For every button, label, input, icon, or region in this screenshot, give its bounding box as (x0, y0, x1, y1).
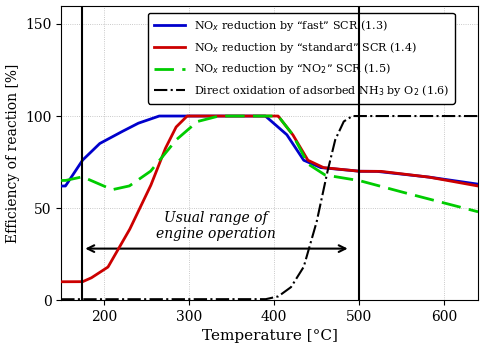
Y-axis label: Efficiency of reaction [%]: Efficiency of reaction [%] (5, 63, 20, 243)
Legend: NO$_x$ reduction by “fast” SCR (1.3), NO$_x$ reduction by “standard” SCR (1.4), : NO$_x$ reduction by “fast” SCR (1.3), NO… (148, 13, 455, 104)
X-axis label: Temperature [°C]: Temperature [°C] (202, 329, 338, 343)
Text: Usual range of
engine operation: Usual range of engine operation (156, 211, 276, 241)
